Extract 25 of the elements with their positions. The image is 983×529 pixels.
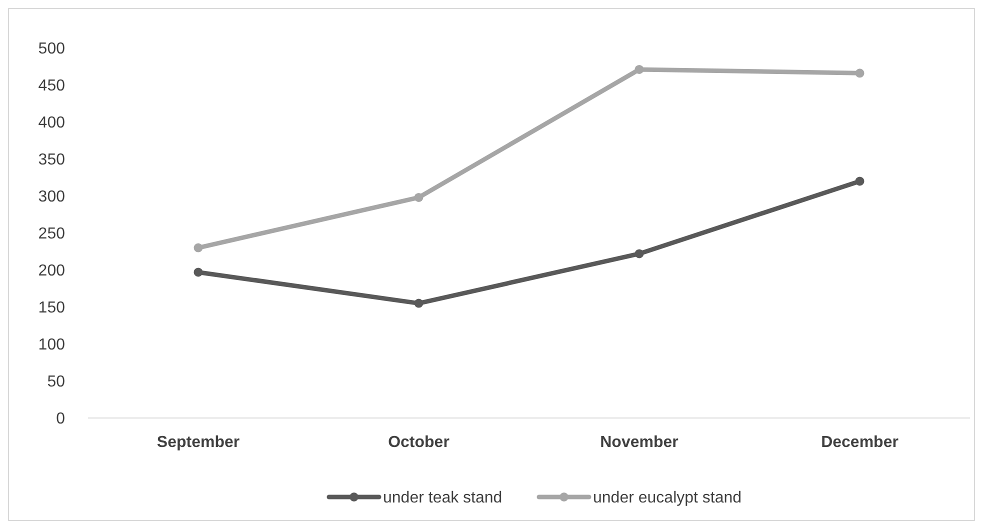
y-tick-label: 500 [38,40,66,58]
point [414,298,424,308]
point [855,68,864,78]
y-tick-label: 250 [38,226,66,243]
point [194,243,203,252]
y-tick-label: 200 [38,262,66,280]
y-tick-label: 450 [38,78,66,95]
x-tick-label: December [821,434,898,451]
x-tick-label: November [600,434,678,451]
y-tick-label: 150 [38,300,66,317]
point [194,268,203,277]
legend-label: under eucalypt stand [593,490,742,507]
y-tick-label: 350 [38,152,66,169]
y-tick-label: 50 [47,374,66,391]
point [634,64,644,74]
y-tick-label: 100 [38,336,66,354]
point [634,249,644,258]
y-tick-label: 400 [38,114,66,132]
y-tick-label: 300 [38,188,66,206]
legend-label: under teak stand [383,490,502,507]
x-tick-label: September [156,434,240,451]
y-tick-label: 0 [56,410,66,428]
point [855,176,864,186]
x-tick-label: October [388,434,450,451]
point [414,192,424,202]
